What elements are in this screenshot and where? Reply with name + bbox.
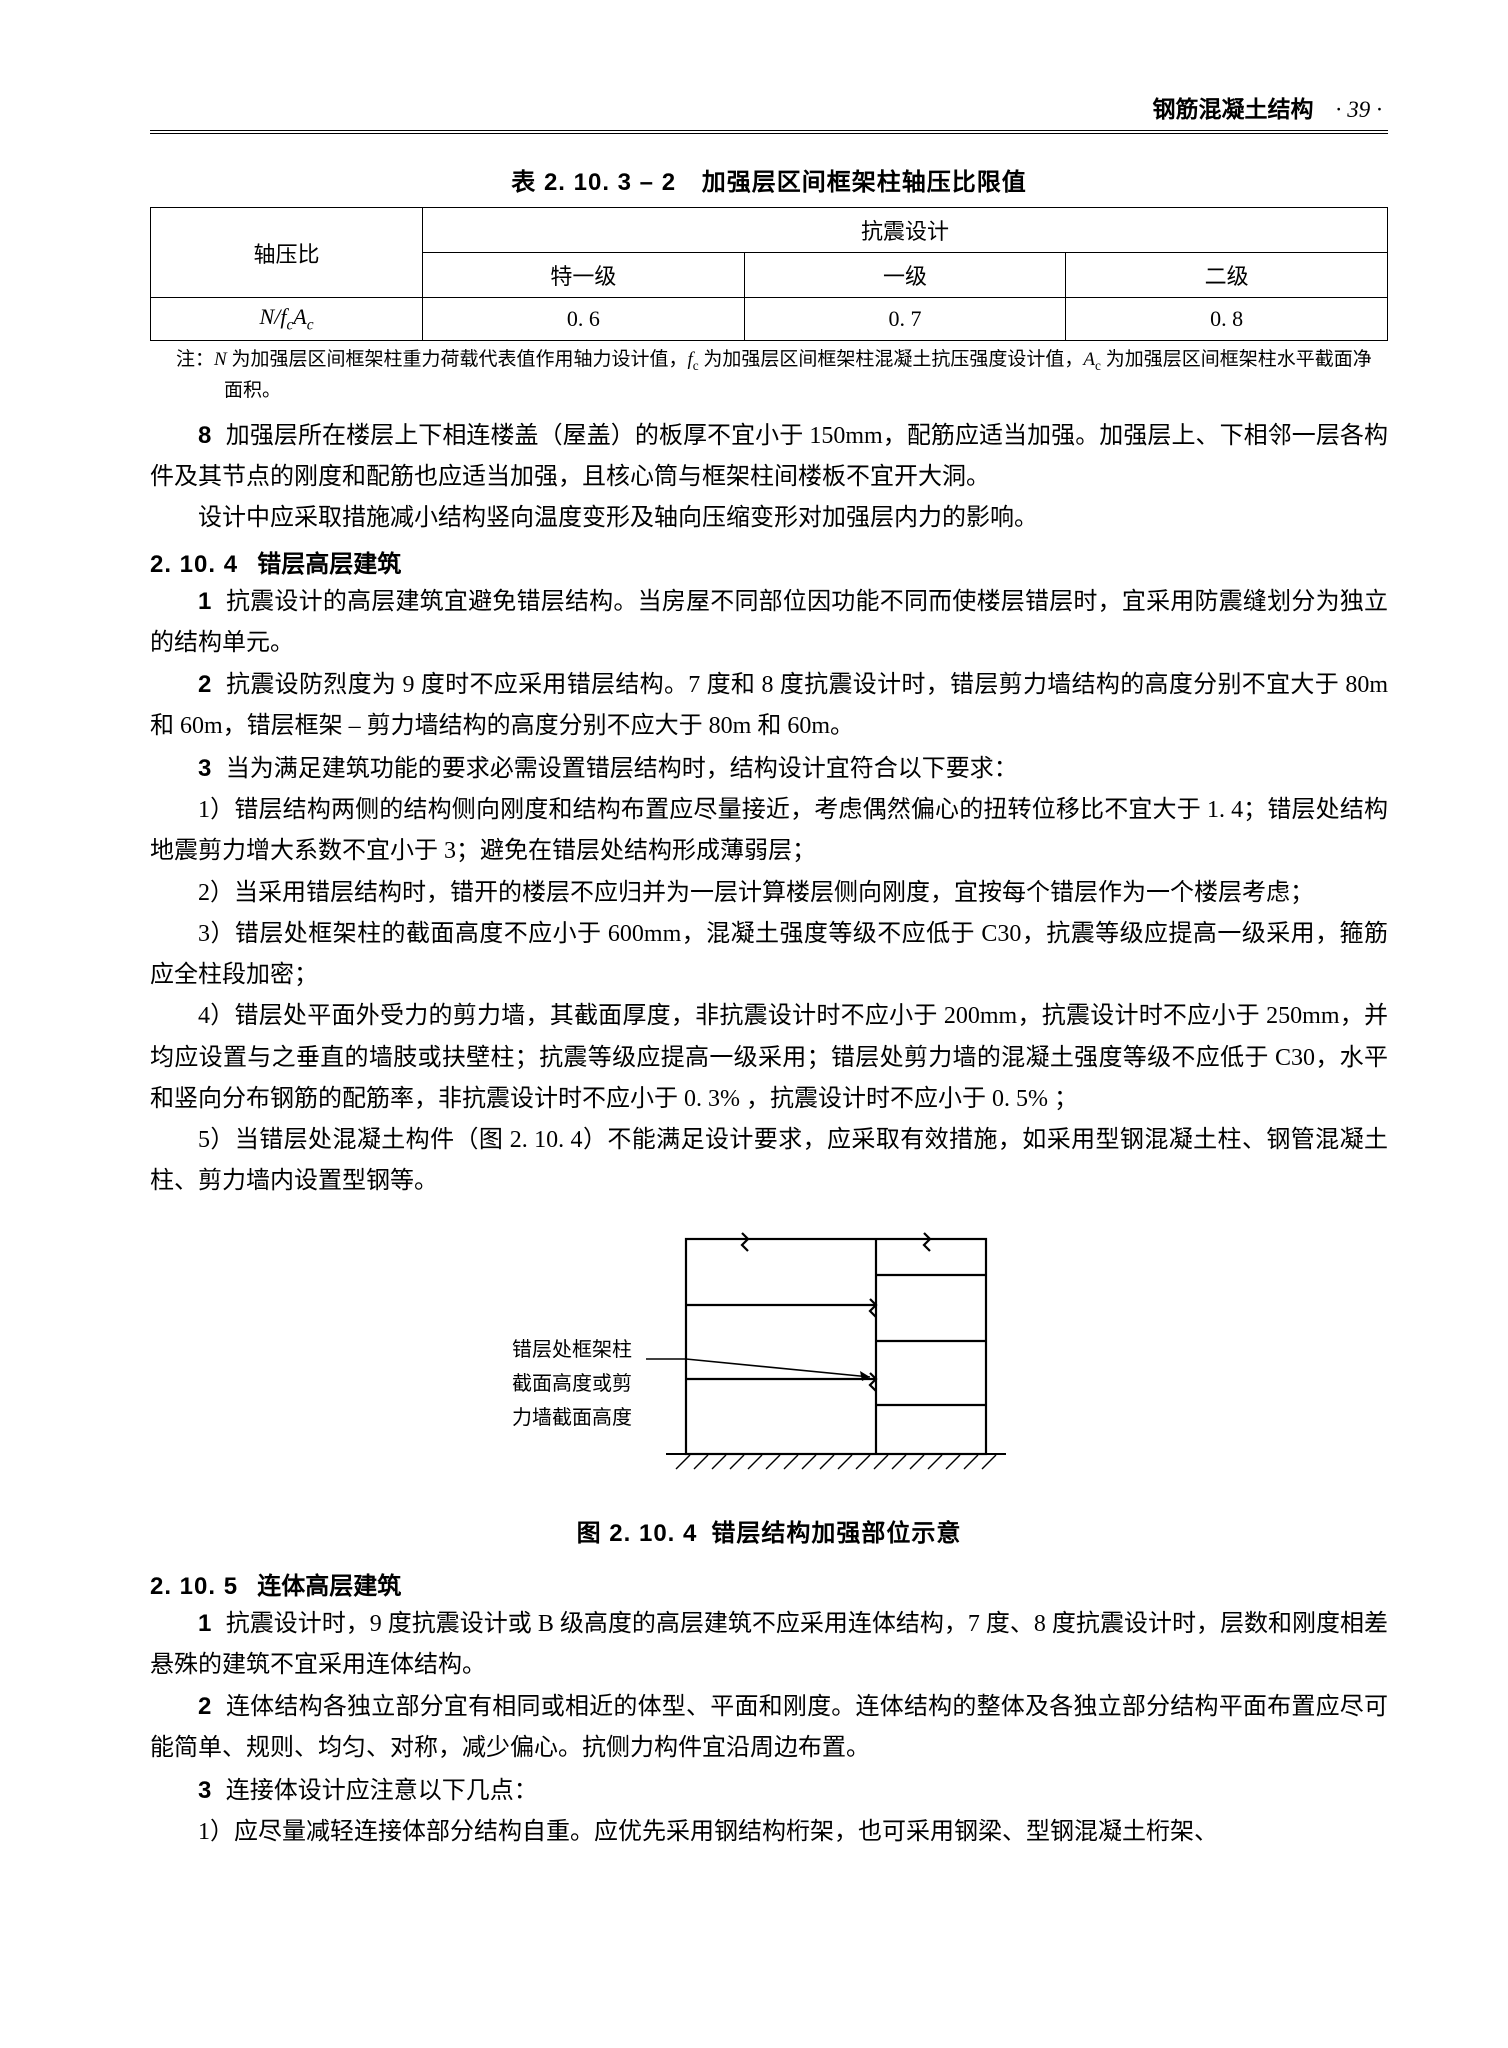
section-2-10-5-title: 连体高层建筑	[257, 1573, 401, 1600]
header-page: ·39·	[1330, 97, 1389, 123]
table-col-0: 特一级	[423, 253, 745, 298]
fig-label-1: 错层处框架柱	[512, 1333, 632, 1367]
s2104-item-3-2: 2）当采用错层结构时，错开的楼层不应归并为一层计算楼层侧向刚度，宜按每个错层作为…	[150, 873, 1388, 914]
table-col-2: 二级	[1066, 253, 1388, 298]
s2105-item-3-text: 连接体设计应注意以下几点：	[226, 1778, 538, 1804]
s2105-item-1-text: 抗震设计时，9 度抗震设计或 B 级高度的高层建筑不应采用连体结构，7 度、8 …	[150, 1611, 1388, 1678]
s2105-item-2-text: 连体结构各独立部分宜有相同或相近的体型、平面和刚度。连体结构的整体及各独立部分结…	[150, 1694, 1388, 1761]
section-2-10-5-head: 2. 10. 5 连体高层建筑	[150, 1566, 1388, 1601]
section-2-10-5-num: 2. 10. 5	[150, 1573, 238, 1600]
para-item-8b: 设计中应采取措施减小结构竖向温度变形及轴向压缩变形对加强层内力的影响。	[150, 498, 1388, 539]
axial-ratio-table: 轴压比 抗震设计 特一级 一级 二级 N/fcAc 0. 6 0. 7 0. 8	[150, 207, 1388, 341]
para-item-8-text: 加强层所在楼层上下相连楼盖（屋盖）的板厚不宜小于 150mm，配筋应适当加强。加…	[150, 423, 1388, 490]
running-header: 钢筋混凝土结构 ·39·	[150, 90, 1388, 134]
header-title: 钢筋混凝土结构	[1153, 90, 1314, 124]
s2104-item-2: 2抗震设防烈度为 9 度时不应采用错层结构。7 度和 8 度抗震设计时，错层剪力…	[150, 664, 1388, 748]
s2104-item-2-text: 抗震设防烈度为 9 度时不应采用错层结构。7 度和 8 度抗震设计时，错层剪力墙…	[150, 672, 1388, 739]
table-caption: 表 2. 10. 3 – 2 加强层区间框架柱轴压比限值	[150, 162, 1388, 197]
s2104-item-3-4: 4）错层处平面外受力的剪力墙，其截面厚度，非抗震设计时不应小于 200mm，抗震…	[150, 996, 1388, 1120]
para-item-8: 8加强层所在楼层上下相连楼盖（屋盖）的板厚不宜小于 150mm，配筋应适当加强。…	[150, 415, 1388, 499]
document-page: 钢筋混凝土结构 ·39· 表 2. 10. 3 – 2 加强层区间框架柱轴压比限…	[0, 0, 1508, 2048]
figure-2-10-4: 错层处框架柱 截面高度或剪 力墙截面高度	[150, 1229, 1388, 1499]
fig-label-2: 截面高度或剪	[512, 1367, 632, 1401]
figure-labels: 错层处框架柱 截面高度或剪 力墙截面高度	[512, 1333, 632, 1435]
table-caption-text: 加强层区间框架柱轴压比限值	[702, 169, 1027, 196]
s2104-item-3: 3当为满足建筑功能的要求必需设置错层结构时，结构设计宜符合以下要求：	[150, 748, 1388, 790]
s2104-item-3-3: 3）错层处框架柱的截面高度不应小于 600mm，混凝土强度等级不应低于 C30，…	[150, 914, 1388, 997]
s2105-item-3-1: 1）应尽量减轻连接体部分结构自重。应优先采用钢结构桁架，也可采用钢梁、型钢混凝土…	[150, 1812, 1388, 1853]
table-row-header: 轴压比	[151, 208, 423, 298]
s2105-item-2: 2连体结构各独立部分宜有相同或相近的体型、平面和刚度。连体结构的整体及各独立部分…	[150, 1686, 1388, 1770]
table-note-lead: 注：	[176, 349, 214, 370]
fig-caption-num: 图 2. 10. 4	[577, 1520, 698, 1547]
page-number-value: 39	[1347, 97, 1370, 122]
s2105-item-3: 3连接体设计应注意以下几点：	[150, 1770, 1388, 1812]
fig-label-3: 力墙截面高度	[512, 1401, 632, 1435]
table-val-1: 0. 7	[744, 298, 1066, 341]
figure-caption: 图 2. 10. 4 错层结构加强部位示意	[150, 1513, 1388, 1548]
table-val-0: 0. 6	[423, 298, 745, 341]
section-2-10-4-head: 2. 10. 4 错层高层建筑	[150, 544, 1388, 579]
table-val-2: 0. 8	[1066, 298, 1388, 341]
fig-caption-text: 错层结构加强部位示意	[711, 1520, 961, 1547]
table-col-1: 一级	[744, 253, 1066, 298]
s2104-item-1: 1抗震设计的高层建筑宜避免错层结构。当房屋不同部位因功能不同而使楼层错层时，宜采…	[150, 581, 1388, 665]
stagger-diagram	[646, 1229, 1026, 1499]
section-2-10-4-num: 2. 10. 4	[150, 551, 238, 578]
s2104-item-3-1: 1）错层结构两侧的结构侧向刚度和结构布置应尽量接近，考虑偶然偏心的扭转位移比不宜…	[150, 790, 1388, 873]
section-2-10-4-title: 错层高层建筑	[257, 551, 401, 578]
s2104-item-1-text: 抗震设计的高层建筑宜避免错层结构。当房屋不同部位因功能不同而使楼层错层时，宜采用…	[150, 589, 1388, 656]
table-formula-cell: N/fcAc	[151, 298, 423, 341]
table-caption-num: 表 2. 10. 3 – 2	[511, 169, 676, 196]
s2104-item-3-5: 5）当错层处混凝土构件（图 2. 10. 4）不能满足设计要求，应采取有效措施，…	[150, 1120, 1388, 1203]
s2105-item-1: 1抗震设计时，9 度抗震设计或 B 级高度的高层建筑不应采用连体结构，7 度、8…	[150, 1603, 1388, 1687]
table-super-header: 抗震设计	[423, 208, 1388, 253]
s2104-item-3-text: 当为满足建筑功能的要求必需设置错层结构时，结构设计宜符合以下要求：	[226, 756, 1018, 782]
table-note: 注：N 为加强层区间框架柱重力荷载代表值作用轴力设计值，fc 为加强层区间框架柱…	[176, 345, 1388, 406]
